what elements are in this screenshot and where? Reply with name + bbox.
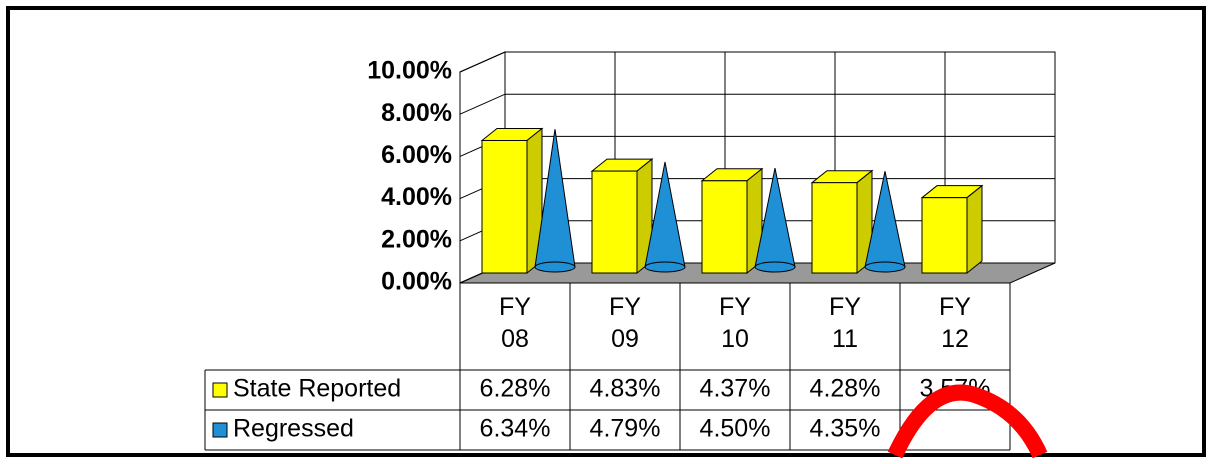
- x-tick-label: FY 08: [499, 293, 531, 353]
- plot: 0.00% 2.00% 4.00% 6.00% 8.00% 10.00% FY 08 FY 09 F…: [204, 51, 1056, 451]
- bar: [921, 197, 968, 274]
- data-label: 4.37%: [700, 375, 771, 403]
- y-tick-label: 6.00%: [381, 141, 452, 169]
- data-label: 4.50%: [700, 415, 771, 443]
- x-tick-label: FY 11: [829, 293, 861, 353]
- cone-base: [864, 261, 906, 273]
- bar: [811, 182, 858, 274]
- data-label: 6.28%: [480, 375, 551, 403]
- bar: [481, 139, 528, 274]
- y-tick-label: 0.00%: [381, 268, 452, 296]
- cone-base: [644, 261, 686, 273]
- y-tick-label: 8.00%: [381, 99, 452, 127]
- x-tick-label: FY 12: [939, 293, 971, 353]
- legend-swatch: [212, 422, 228, 438]
- legend-label: State Reported: [233, 375, 401, 403]
- y-tick-label: 4.00%: [381, 183, 452, 211]
- cone-base: [534, 261, 576, 273]
- bar: [591, 170, 638, 274]
- data-label: 4.83%: [590, 375, 661, 403]
- data-label: 4.79%: [590, 415, 661, 443]
- cone-base: [754, 261, 796, 273]
- bar: [701, 180, 748, 274]
- legend-label: Regressed: [233, 415, 354, 443]
- data-label: 6.34%: [480, 415, 551, 443]
- legend-swatch: [212, 382, 228, 398]
- x-tick-label: FY 09: [609, 293, 641, 353]
- annotation-mark: [887, 384, 1048, 459]
- data-label: 4.28%: [810, 375, 881, 403]
- bar-side: [966, 184, 983, 275]
- y-tick-label: 10.00%: [367, 57, 452, 85]
- x-tick-label: FY 10: [719, 293, 751, 353]
- y-tick-label: 2.00%: [381, 225, 452, 253]
- data-label: 4.35%: [810, 415, 881, 443]
